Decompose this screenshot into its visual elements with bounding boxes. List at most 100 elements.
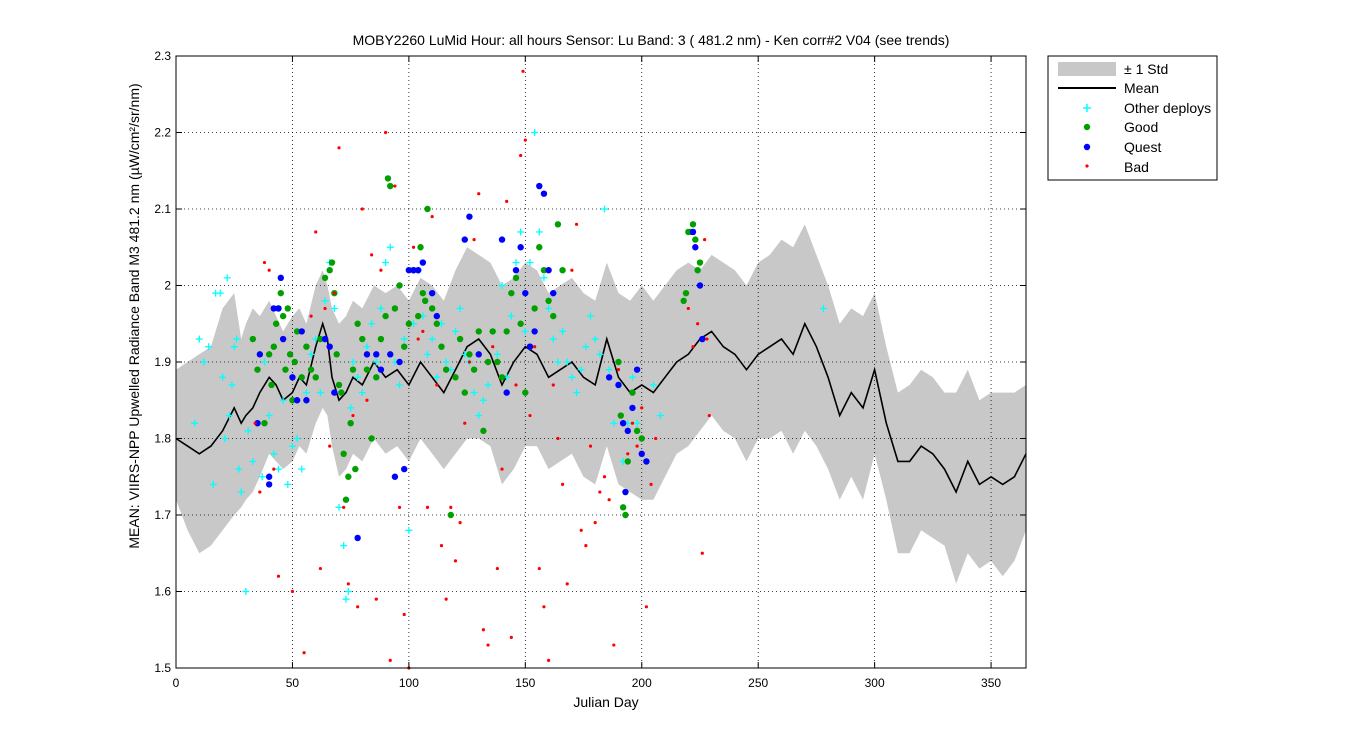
point-other-deploys [610, 419, 618, 427]
point-quest [321, 335, 329, 343]
y-tick-label: 2.3 [154, 49, 171, 63]
point-other-deploys [209, 480, 217, 488]
point-quest [303, 397, 310, 404]
point-quest [540, 190, 548, 197]
point-bad [705, 337, 709, 341]
point-other-deploys [549, 335, 557, 343]
point-good [498, 374, 506, 381]
y-tick-label: 1.7 [154, 508, 171, 522]
legend-label-mean: Mean [1124, 80, 1159, 96]
point-other-deploys [233, 335, 241, 343]
chart-title: MOBY2260 LuMid Hour: all hours Sensor: L… [353, 32, 950, 48]
point-quest [354, 534, 361, 542]
point-good [387, 182, 394, 190]
point-good [333, 351, 340, 358]
point-other-deploys [591, 335, 599, 343]
point-good [328, 259, 336, 266]
point-good [249, 335, 257, 343]
point-quest [517, 244, 524, 251]
point-good [391, 305, 399, 312]
point-good [433, 320, 441, 327]
point-good [307, 366, 315, 373]
point-bad [290, 589, 295, 594]
point-bad [654, 436, 658, 441]
point-quest [536, 182, 543, 190]
point-good [317, 335, 324, 343]
point-quest [270, 305, 278, 312]
point-other-deploys [521, 327, 529, 335]
point-other-deploys [484, 381, 492, 389]
point-bad [276, 574, 281, 578]
point-good [282, 366, 289, 373]
point-other-deploys [230, 343, 238, 351]
point-good [503, 328, 510, 335]
x-tick-label: 150 [515, 676, 535, 690]
point-other-deploys [216, 289, 224, 297]
point-bad [332, 291, 336, 295]
point-other-deploys [274, 465, 282, 473]
point-good [484, 358, 492, 366]
point-bad [402, 612, 406, 617]
x-tick-label: 200 [632, 676, 652, 690]
point-good [475, 328, 482, 335]
point-good [321, 274, 329, 282]
point-good [424, 205, 431, 213]
point-other-deploys [498, 282, 506, 289]
point-other-deploys [228, 381, 236, 389]
legend-label-good: Good [1124, 119, 1158, 135]
point-bad [411, 245, 416, 249]
point-bad [598, 490, 602, 494]
point-good [261, 420, 268, 427]
point-bad [528, 413, 532, 418]
point-quest [461, 236, 468, 243]
point-other-deploys [377, 304, 385, 312]
point-bad [383, 130, 388, 135]
point-quest [633, 366, 641, 373]
point-bad [388, 658, 392, 662]
point-bad [505, 199, 509, 203]
point-quest [265, 481, 273, 488]
point-bad [700, 551, 704, 555]
point-quest [605, 374, 613, 381]
point-bad [370, 253, 374, 257]
point-bad [602, 475, 607, 479]
point-other-deploys [368, 320, 376, 328]
point-good [447, 511, 454, 519]
point-good [512, 274, 520, 282]
legend-marker-good [1083, 123, 1091, 131]
point-quest [414, 267, 422, 274]
point-quest [405, 267, 413, 274]
point-bad [565, 582, 569, 586]
point-other-deploys [517, 228, 525, 236]
point-good [536, 244, 543, 251]
point-quest [526, 343, 534, 350]
point-bad [360, 207, 364, 211]
point-other-deploys [249, 457, 257, 465]
point-bad [342, 505, 346, 509]
point-bad [495, 566, 499, 571]
point-good [489, 328, 496, 335]
point-bad [533, 345, 537, 349]
point-other-deploys [342, 595, 350, 603]
point-good [480, 427, 487, 435]
legend-label-bad: Bad [1124, 159, 1149, 175]
point-bad [579, 528, 583, 532]
point-other-deploys [633, 419, 641, 427]
point-good [270, 343, 278, 350]
point-bad [267, 268, 271, 272]
point-bad [430, 215, 434, 219]
point-quest [363, 351, 371, 358]
point-other-deploys [279, 396, 287, 404]
point-other-deploys [372, 358, 380, 366]
point-quest [545, 267, 552, 274]
point-other-deploys [396, 381, 404, 389]
point-other-deploys [293, 435, 301, 442]
y-tick-label: 2.1 [154, 202, 171, 216]
point-good [531, 305, 538, 312]
point-quest [699, 335, 706, 343]
point-bad [547, 658, 551, 662]
point-other-deploys [307, 350, 315, 358]
point-bad [272, 467, 276, 471]
point-other-deploys [819, 304, 827, 312]
point-other-deploys [656, 412, 664, 420]
